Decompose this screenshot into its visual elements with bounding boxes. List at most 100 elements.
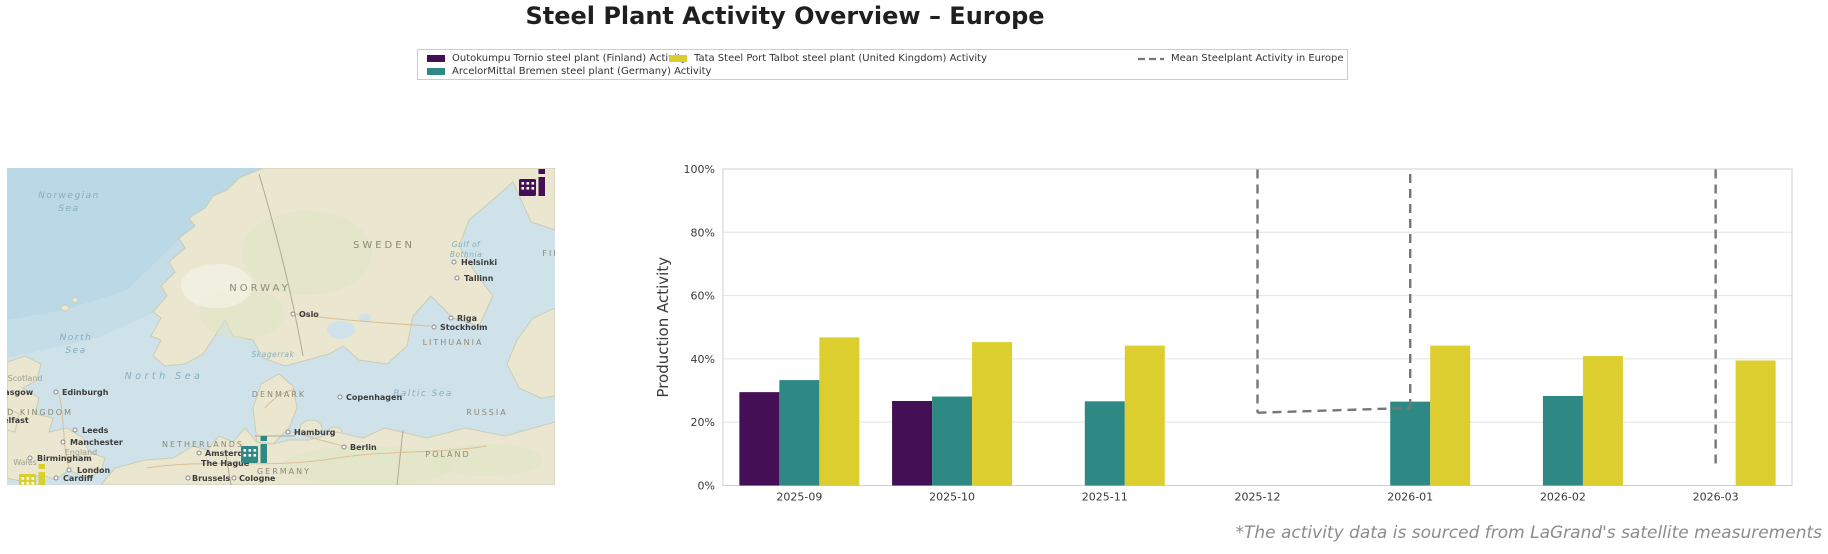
map-label: Scotland	[8, 374, 43, 383]
city-dot	[72, 427, 78, 433]
map-label: North Sea	[125, 371, 204, 382]
bar	[819, 337, 860, 486]
city-dot	[337, 394, 343, 400]
city-dot	[448, 315, 454, 321]
map-label: NETHERLANDS	[162, 440, 244, 449]
map-label: Skagerrak	[252, 350, 295, 359]
city-dot	[451, 259, 457, 265]
factory-icon-tata-port-talbot-uk	[19, 464, 45, 485]
map-label: Helsinki	[461, 258, 497, 267]
bar	[1390, 401, 1431, 486]
legend-item: Outokumpu Tornio steel plant (Finland) A…	[427, 53, 687, 64]
map-label: Copenhagen	[346, 393, 402, 402]
bar	[1735, 360, 1776, 486]
y-axis-title: Production Activity	[654, 257, 672, 398]
map-label: Cologne	[239, 474, 276, 483]
city-dot	[341, 444, 347, 450]
legend-color-swatch	[669, 55, 687, 62]
x-tick-label: 2025-12	[1235, 491, 1281, 504]
bar	[739, 392, 780, 486]
y-tick-label: 40%	[691, 353, 715, 366]
map-label: Edinburgh	[62, 388, 109, 397]
bar	[932, 396, 973, 486]
city-dot	[60, 439, 66, 445]
y-tick-label: 0%	[698, 480, 715, 493]
legend-item: ArcelorMittal Bremen steel plant (German…	[427, 66, 711, 77]
map-label: Baltic Sea	[393, 389, 453, 399]
city-dot	[53, 475, 59, 481]
map-label: Bothnia	[450, 250, 482, 259]
mean-activity-dashed-line	[1256, 169, 1717, 467]
plot-border	[722, 168, 1793, 486]
x-tick-label: 2026-03	[1693, 491, 1739, 504]
map-label: North	[60, 333, 93, 343]
map-label: DENMARK	[252, 390, 306, 399]
chart-legend: Outokumpu Tornio steel plant (Finland) A…	[417, 49, 1348, 80]
map-label: London	[77, 466, 111, 475]
factory-icon-outokumpu-tornio-finland	[519, 169, 545, 196]
y-tick-label: 80%	[691, 226, 715, 239]
legend-item-label: Tata Steel Port Talbot steel plant (Unit…	[694, 53, 987, 64]
map-label: LITHUANIA	[423, 338, 484, 347]
x-tick-label: 2026-02	[1540, 491, 1586, 504]
map-label: Brussels	[192, 474, 230, 483]
map-label: The Hague	[201, 459, 250, 468]
legend-item-label: Mean Steelplant Activity in Europe	[1171, 53, 1344, 64]
y-tick-label: 20%	[691, 416, 715, 429]
map-label: Manchester	[70, 438, 123, 447]
map-label: Sea	[65, 346, 86, 356]
map-label: GERMANY	[257, 467, 311, 476]
city-dot	[285, 429, 291, 435]
page-title: Steel Plant Activity Overview – Europe	[525, 2, 1045, 30]
x-tick-label: 2026-01	[1387, 491, 1433, 504]
map-label: Amsterdam	[205, 449, 257, 458]
map-label: POLAND	[425, 450, 470, 459]
x-tick-label: 2025-11	[1082, 491, 1128, 504]
bar	[892, 400, 933, 486]
map-label: Riga	[457, 314, 477, 323]
map-label: Tallinn	[464, 274, 494, 283]
map-label: Birmingham	[37, 454, 92, 463]
map-label: FINLAND	[542, 249, 555, 258]
bar	[1084, 401, 1125, 486]
city-dot	[431, 324, 437, 330]
legend-item-label: ArcelorMittal Bremen steel plant (German…	[452, 66, 712, 77]
city-dot	[53, 389, 59, 395]
map-label: RUSSIA	[466, 408, 507, 417]
europe-map: Norwegian Sea North Sea North Sea Skagerrak Ba…	[7, 168, 555, 485]
map-label: Stockholm	[440, 323, 487, 332]
map-label: Wales	[13, 458, 37, 467]
legend-dash-swatch	[1138, 57, 1164, 60]
map-label: Berlin	[350, 443, 377, 452]
y-tick-label: 60%	[691, 290, 715, 303]
map-label: NORWAY	[229, 283, 290, 294]
bar	[1430, 345, 1471, 486]
map-label: Leeds	[82, 426, 109, 435]
factory-icon-arcelormittal-bremen-germany	[241, 436, 267, 463]
production-activity-bar-chart: 0% 20% 40% 60% 80% 100% Production Activity 202…	[654, 163, 1793, 504]
legend-color-swatch	[427, 55, 445, 62]
map-label: Sea	[58, 204, 79, 214]
map-label: Cardiff	[63, 474, 94, 483]
city-dot	[27, 455, 33, 461]
y-tick-label: 100%	[684, 163, 715, 176]
bar	[1124, 345, 1165, 486]
city-dot	[66, 467, 72, 473]
map-label: UNITED KINGDOM	[7, 408, 73, 417]
legend-item: Tata Steel Port Talbot steel plant (Unit…	[669, 53, 987, 64]
map-label: Oslo	[299, 310, 319, 319]
bar	[972, 342, 1013, 486]
city-dot	[185, 475, 191, 481]
x-tick-label: 2025-10	[929, 491, 975, 504]
bar	[779, 380, 820, 486]
bar	[1542, 395, 1583, 486]
x-tick-label: 2025-09	[776, 491, 822, 504]
map-label: Norwegian	[38, 191, 100, 201]
bar	[1582, 356, 1623, 486]
map-label: England	[65, 448, 97, 457]
city-dot	[231, 475, 237, 481]
map-label: SWEDEN	[353, 240, 415, 251]
city-dot	[196, 450, 202, 456]
legend-color-swatch	[427, 68, 445, 75]
